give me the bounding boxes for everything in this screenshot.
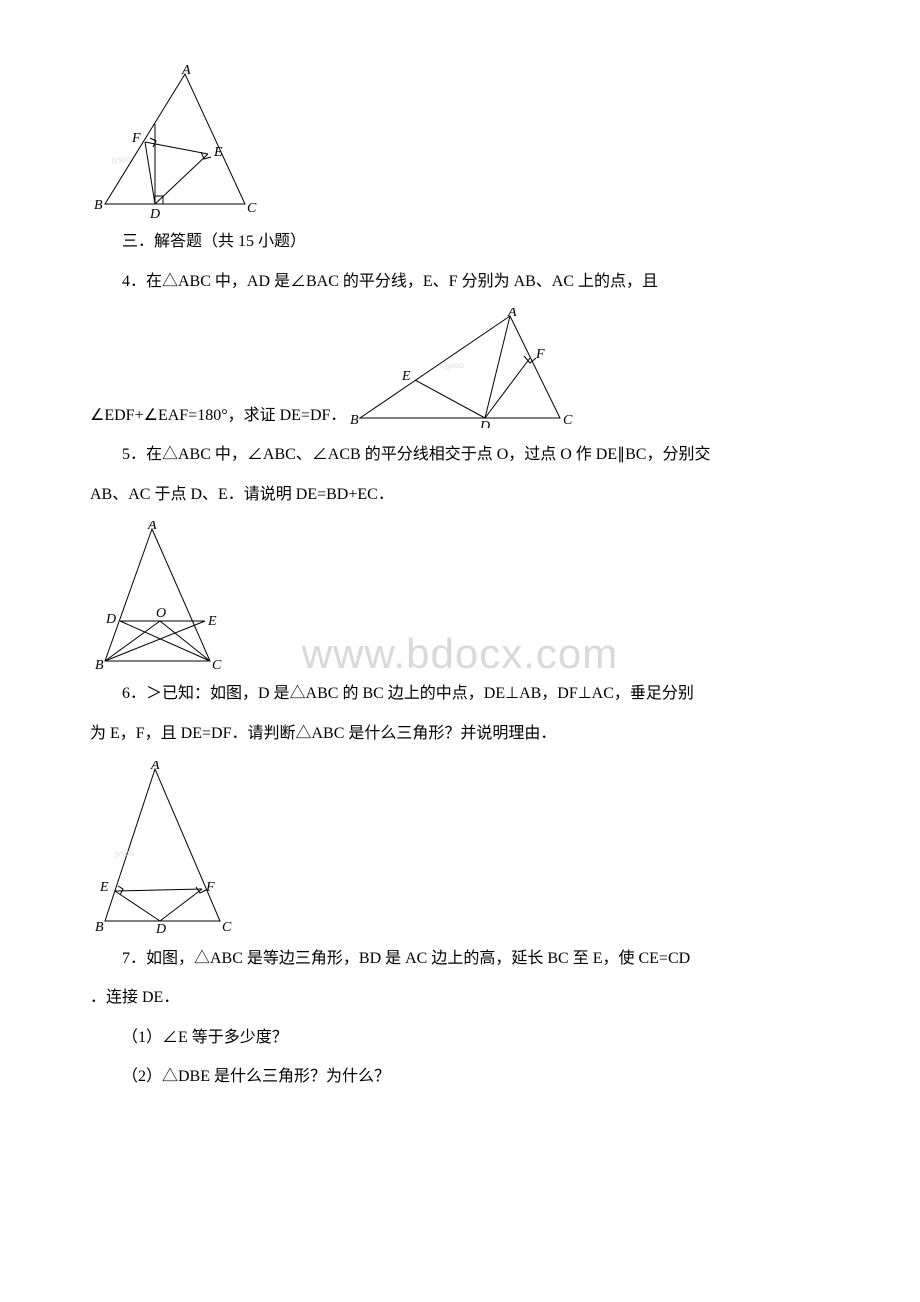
label-A: A [150, 761, 160, 773]
label-D: D [479, 419, 490, 428]
figure-q4: jysoo A B C D E F [350, 308, 580, 428]
label-E: E [99, 880, 109, 895]
svg-watermark: jysoo [114, 849, 134, 858]
label-B: B [350, 413, 359, 428]
q4-line2-row: ∠EDF+∠EAF=180°，求证 DE=DF． jysoo [90, 308, 830, 428]
label-F: F [205, 880, 215, 895]
q6-line1: 6．＞已知：如图，D 是△ABC 的 BC 边上的中点，DE⊥AB，DF⊥AC，… [90, 681, 830, 707]
q4-line1: 4．在△ABC 中，AD 是∠BAC 的平分线，E、F 分别为 AB、AC 上的… [90, 269, 830, 295]
label-C: C [222, 920, 232, 935]
q5-line1: 5．在△ABC 中，∠ABC、∠ACB 的平分线相交于点 O，过点 O 作 DE… [90, 442, 830, 468]
label-E: E [213, 145, 223, 160]
label-E: E [207, 614, 217, 629]
label-A: A [507, 308, 517, 320]
q7-line2: ．连接 DE． [90, 985, 830, 1011]
section3-heading: 三．解答题（共 15 小题） [90, 229, 830, 255]
q7-sub2: （2）△DBE 是什么三角形？为什么？ [90, 1064, 830, 1090]
label-O: O [156, 606, 166, 621]
label-B: B [95, 920, 104, 935]
q7-line1: 7．如图，△ABC 是等边三角形，BD 是 AC 边上的高，延长 BC 至 E，… [90, 946, 830, 972]
label-D: D [149, 207, 160, 219]
q7-sub1: （1）∠E 等于多少度？ [90, 1025, 830, 1051]
label-A: A [181, 64, 191, 78]
figure-q6: jysoo A B C D E F [90, 761, 830, 936]
label-C: C [563, 413, 573, 428]
label-C: C [212, 658, 222, 671]
svg-watermark: jysoo [444, 361, 464, 370]
label-F: F [535, 347, 545, 362]
label-B: B [94, 198, 103, 213]
q5-line2: AB、AC 于点 D、E．请说明 DE=BD+EC． [90, 482, 830, 508]
label-E: E [401, 369, 411, 384]
q4-line2-prefix: ∠EDF+∠EAF=180°，求证 DE=DF． [90, 403, 346, 429]
figure-q3: jysoo A B C D E F [90, 64, 830, 219]
q6-line2: 为 E，F，且 DE=DF．请判断△ABC 是什么三角形？并说明理由． [90, 721, 830, 747]
figure-q5: A B C D E O [90, 521, 830, 671]
svg-watermark: jysoo [111, 155, 131, 164]
label-A: A [147, 521, 157, 533]
label-F: F [131, 131, 141, 146]
label-C: C [247, 201, 257, 216]
label-B: B [95, 658, 104, 671]
label-D: D [155, 922, 166, 936]
label-D: D [105, 612, 116, 627]
